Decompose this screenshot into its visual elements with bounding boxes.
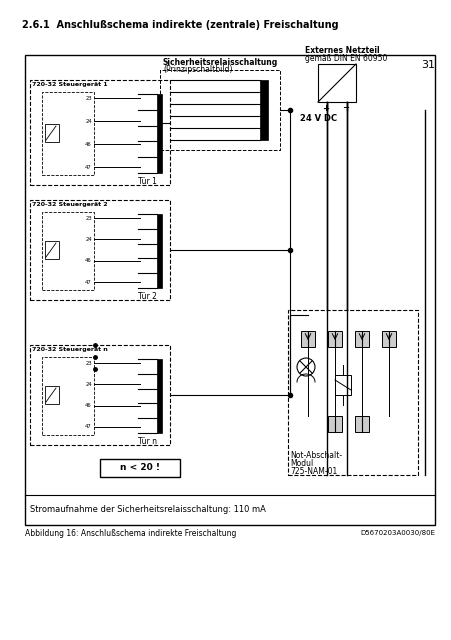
Text: 24 V DC: 24 V DC <box>299 113 336 122</box>
Bar <box>42 92 94 175</box>
Text: gemäß DIN EN 60950: gemäß DIN EN 60950 <box>304 54 387 63</box>
Bar <box>42 357 94 435</box>
Text: 47: 47 <box>85 424 92 429</box>
Bar <box>30 345 170 445</box>
Bar <box>160 70 279 150</box>
Text: 23: 23 <box>85 360 92 365</box>
Text: Abbildung 16: Anschlußschema indirekte Freischaltung: Abbildung 16: Anschlußschema indirekte F… <box>25 529 236 538</box>
Bar <box>300 331 314 347</box>
Text: 24: 24 <box>85 382 92 387</box>
Bar <box>334 375 350 395</box>
Bar <box>45 124 59 142</box>
Bar <box>45 386 59 404</box>
Text: 720-32 Steuergerät 2: 720-32 Steuergerät 2 <box>32 202 107 207</box>
Text: Tür 1: Tür 1 <box>138 177 156 186</box>
Bar <box>354 416 368 432</box>
Text: 725-NAM-01: 725-NAM-01 <box>290 467 336 476</box>
Text: 2.6.1  Anschlußschema indirekte (zentrale) Freischaltung: 2.6.1 Anschlußschema indirekte (zentrale… <box>22 20 338 30</box>
Text: 46: 46 <box>85 403 92 408</box>
Bar <box>327 416 341 432</box>
Bar <box>25 55 434 525</box>
Text: 46: 46 <box>85 141 92 147</box>
Text: 24: 24 <box>85 118 92 124</box>
Bar <box>327 331 341 347</box>
Text: n < 20 !: n < 20 ! <box>120 463 160 472</box>
Bar <box>381 331 395 347</box>
Text: Tür n: Tür n <box>138 436 156 445</box>
Text: +: + <box>321 104 328 113</box>
Text: Not-Abschalt-: Not-Abschalt- <box>290 451 341 460</box>
Bar <box>100 459 179 477</box>
Bar <box>156 214 161 288</box>
Text: Modul: Modul <box>290 458 313 467</box>
Text: Stromaufnahme der Sicherheitsrelaisschaltung: 110 mA: Stromaufnahme der Sicherheitsrelaisschal… <box>30 506 265 515</box>
Bar <box>259 80 267 140</box>
Text: 47: 47 <box>85 164 92 170</box>
Text: 47: 47 <box>85 280 92 285</box>
Text: −: − <box>341 104 348 113</box>
Text: D5670203A0030/80E: D5670203A0030/80E <box>359 530 434 536</box>
Bar <box>30 200 170 300</box>
Text: 31: 31 <box>420 60 434 70</box>
Bar <box>354 331 368 347</box>
Text: 23: 23 <box>85 95 92 100</box>
Text: Externes Netzteil: Externes Netzteil <box>304 45 379 54</box>
Bar <box>318 64 355 102</box>
Bar <box>42 212 94 290</box>
Bar <box>156 359 161 433</box>
Bar <box>45 241 59 259</box>
Bar <box>287 310 417 475</box>
Text: Tür 2: Tür 2 <box>138 291 156 301</box>
Text: Sicherheitsrelaisschaltung: Sicherheitsrelaisschaltung <box>163 58 278 67</box>
Text: 24: 24 <box>85 237 92 242</box>
Text: 720-32 Steuergerät n: 720-32 Steuergerät n <box>32 346 107 351</box>
Text: 720-32 Steuergerät 1: 720-32 Steuergerät 1 <box>32 81 107 86</box>
Text: 46: 46 <box>85 258 92 263</box>
Bar <box>30 80 170 185</box>
Bar <box>156 94 161 173</box>
Text: (Prinzipschaltbild): (Prinzipschaltbild) <box>163 65 232 74</box>
Text: 23: 23 <box>85 216 92 221</box>
